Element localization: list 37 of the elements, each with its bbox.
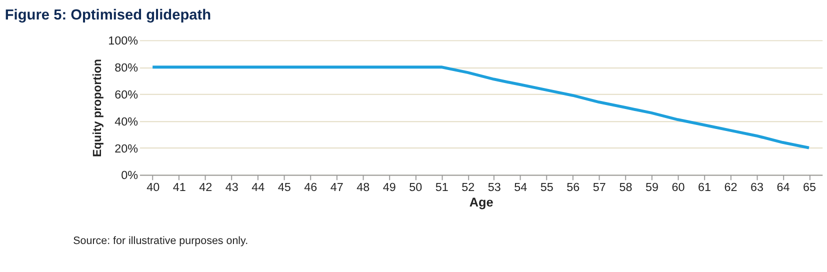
x-tick-label: 43	[225, 180, 238, 194]
x-tick-label: 55	[540, 180, 554, 194]
x-axis-title: Age	[469, 195, 494, 210]
y-tick-label: 40%	[114, 115, 138, 128]
x-tick-label: 60	[672, 180, 686, 194]
x-tick-label: 51	[435, 180, 448, 194]
y-tick-label: 20%	[114, 142, 138, 156]
x-tick-label: 62	[724, 180, 738, 194]
y-tick-label: 0%	[121, 169, 138, 182]
x-tick-label: 50	[409, 180, 423, 194]
x-tick-label: 58	[619, 180, 632, 194]
x-tick-label: 42	[199, 180, 212, 194]
x-tick-label: 63	[750, 180, 764, 194]
y-tick-label: 80%	[114, 62, 138, 75]
x-tick-label: 47	[330, 180, 344, 194]
y-axis-title: Equity proportion	[91, 58, 104, 157]
x-tick-label: 65	[802, 180, 816, 194]
x-tick-label: 54	[514, 180, 528, 194]
y-tick-label: 60%	[114, 88, 138, 102]
x-tick-label: 45	[278, 180, 292, 194]
x-tick-label: 52	[462, 180, 475, 194]
x-tick-label: 61	[698, 180, 711, 194]
chart-title: Figure 5: Optimised glidepath	[4, 8, 212, 24]
x-tick-label: 56	[566, 180, 580, 194]
line-series	[151, 66, 810, 150]
x-tick-label: 59	[645, 180, 658, 194]
source-note: Source: for illustrative purposes only.	[73, 235, 248, 248]
x-tick-label: 41	[172, 180, 186, 194]
x-tick-label: 48	[356, 180, 370, 194]
x-tick-label: 44	[252, 180, 266, 194]
x-tick-label: 40	[146, 180, 160, 194]
x-tick-label: 64	[776, 180, 790, 194]
x-tick-label: 53	[488, 180, 501, 194]
y-tick-label: 100%	[108, 34, 138, 48]
x-tick-label: 49	[382, 180, 396, 194]
x-tick-label: 57	[592, 180, 606, 194]
x-tick-label: 46	[304, 180, 318, 194]
